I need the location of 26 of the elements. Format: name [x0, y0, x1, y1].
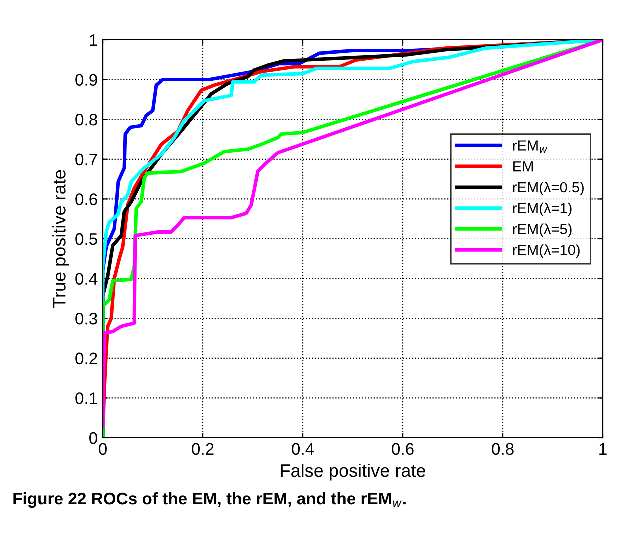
legend-label: EM	[514, 162, 534, 172]
x-tick-label: 0.8	[492, 443, 514, 456]
caption: Figure 22 ROCs of the EM, the rEM, and the rEM$_{w}$.	[14, 492, 406, 508]
x-tick-label: 0.4	[292, 443, 314, 456]
y-tick-label: 0.5	[76, 233, 98, 246]
y-tick-label: 0.3	[76, 313, 98, 325]
y-tick-label: 0	[90, 432, 98, 444]
legend-label: rEM(λ=5)	[513, 224, 572, 238]
y-tick-label: 0.1	[76, 392, 98, 404]
x-tick-label: 0.6	[392, 443, 414, 456]
x-tick-label: 0.2	[192, 443, 214, 456]
y-axis-title: True positive rate	[52, 170, 70, 308]
x-axis-title: False positive rate	[281, 464, 426, 481]
x-tick-label: 1	[600, 443, 607, 455]
y-tick-label: 0.8	[76, 114, 98, 126]
y-tick-label: 0.9	[76, 74, 98, 86]
legend-label: rEM(λ=10)	[513, 244, 580, 258]
y-tick-label: 0.2	[76, 352, 98, 365]
y-tick-label: 0.7	[76, 154, 98, 166]
legend-label: rEM(λ=0.5)	[513, 182, 584, 196]
legend-label: rEM$_{w}$	[513, 140, 548, 154]
legend-label: rEM(λ=1)	[513, 202, 572, 216]
y-tick-label: 0.4	[76, 273, 98, 286]
y-tick-label: 1	[90, 34, 98, 46]
y-tick-label: 0.6	[76, 194, 98, 206]
x-tick-label: 0	[99, 443, 107, 456]
